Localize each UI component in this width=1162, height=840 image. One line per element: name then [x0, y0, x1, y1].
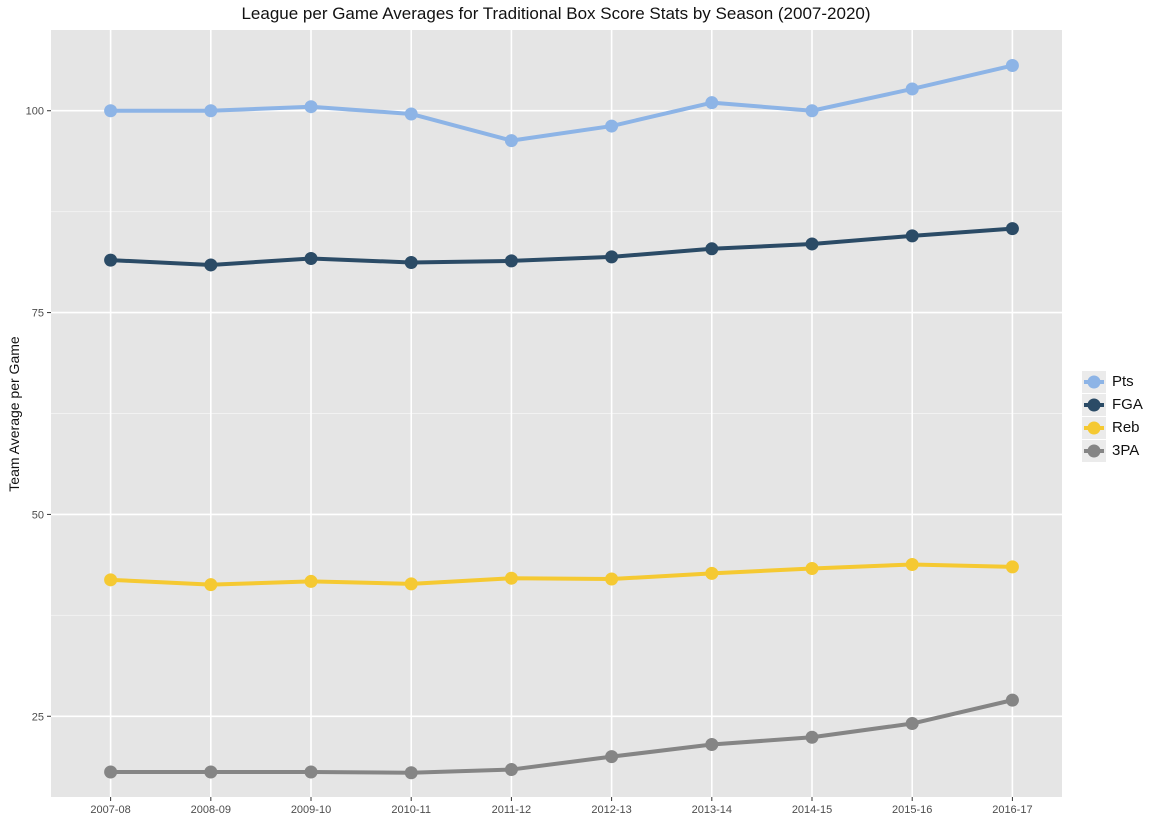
- y-tick-label: 75: [32, 308, 44, 320]
- x-tick-label: 2010-11: [391, 804, 431, 816]
- data-point: [304, 765, 318, 779]
- legend-key: [1082, 393, 1106, 416]
- series-line: [110, 698, 1013, 775]
- data-point: [204, 104, 218, 118]
- series-line: [110, 63, 1013, 143]
- data-point: [805, 237, 819, 251]
- legend-key: [1082, 370, 1106, 393]
- data-point: [404, 577, 418, 591]
- data-point: [805, 730, 819, 744]
- series-pts: [104, 59, 1019, 148]
- legend-label: Reb: [1112, 419, 1140, 436]
- legend: Pts FGA Reb 3PA: [1082, 370, 1143, 462]
- y-tick-label: 25: [32, 711, 44, 723]
- data-point: [404, 107, 418, 121]
- x-tick-label: 2009-10: [291, 804, 331, 816]
- major-gridlines: [51, 30, 1062, 797]
- x-tick-label: 2008-09: [191, 804, 231, 816]
- chart-title: League per Game Averages for Traditional…: [241, 4, 871, 23]
- series-reb: [104, 557, 1019, 592]
- data-point: [905, 717, 919, 731]
- data-point: [504, 763, 518, 777]
- series-layer: [104, 59, 1019, 780]
- x-tick-label: 2016-17: [992, 804, 1032, 816]
- legend-label: FGA: [1112, 396, 1143, 413]
- legend-key: [1082, 416, 1106, 439]
- data-point: [104, 765, 118, 779]
- data-point: [304, 251, 318, 265]
- series-line: [110, 226, 1013, 267]
- data-point: [404, 766, 418, 780]
- data-point: [1005, 693, 1019, 707]
- legend-item-fga: FGA: [1082, 393, 1143, 416]
- data-point: [605, 119, 619, 133]
- legend-point: [1087, 444, 1101, 457]
- legend-point: [1087, 398, 1101, 411]
- data-point: [905, 557, 919, 571]
- data-point: [705, 738, 719, 752]
- data-point: [805, 562, 819, 576]
- legend-item-pts: Pts: [1082, 370, 1143, 393]
- data-point: [1005, 560, 1019, 574]
- x-tick-label: 2015-16: [892, 804, 932, 816]
- data-point: [204, 578, 218, 592]
- data-point: [204, 258, 218, 272]
- x-tick-label: 2011-12: [492, 804, 532, 816]
- series-line: [110, 562, 1013, 587]
- x-tick-label: 2013-14: [692, 804, 732, 816]
- y-tick-label: 100: [26, 106, 44, 118]
- legend-item-reb: Reb: [1082, 416, 1143, 439]
- legend-point: [1087, 375, 1101, 388]
- x-axis-ticks: 2007-08 2008-09 2009-10 2010-11 2011-12 2012-…: [90, 797, 1033, 816]
- data-point: [705, 566, 719, 580]
- data-point: [805, 104, 819, 118]
- legend-label: Pts: [1112, 373, 1134, 390]
- data-point: [404, 256, 418, 270]
- data-point: [304, 574, 318, 588]
- data-point: [304, 100, 318, 114]
- x-tick-label: 2007-08: [90, 804, 130, 816]
- data-point: [605, 750, 619, 764]
- data-point: [204, 765, 218, 779]
- legend-key: [1082, 439, 1106, 462]
- data-point: [605, 572, 619, 586]
- data-point: [504, 254, 518, 268]
- data-point: [104, 573, 118, 587]
- series-fga: [104, 222, 1019, 272]
- data-point: [104, 104, 118, 118]
- data-point: [605, 250, 619, 264]
- data-point: [905, 229, 919, 243]
- data-point: [104, 253, 118, 267]
- series-3pa: [104, 693, 1019, 780]
- legend-label: 3PA: [1112, 442, 1140, 459]
- data-point: [504, 134, 518, 148]
- legend-point: [1087, 421, 1101, 434]
- x-tick-label: 2014-15: [792, 804, 832, 816]
- minor-gridlines: [51, 211, 1062, 616]
- data-point: [504, 571, 518, 585]
- data-point: [1005, 59, 1019, 73]
- y-axis-ticks: 25 50 75 100: [26, 106, 51, 723]
- x-tick-label: 2012-13: [591, 804, 631, 816]
- data-point: [905, 82, 919, 96]
- data-point: [1005, 222, 1019, 236]
- data-point: [705, 96, 719, 110]
- data-point: [705, 242, 719, 256]
- legend-item-3pa: 3PA: [1082, 439, 1143, 462]
- y-tick-label: 50: [32, 509, 44, 521]
